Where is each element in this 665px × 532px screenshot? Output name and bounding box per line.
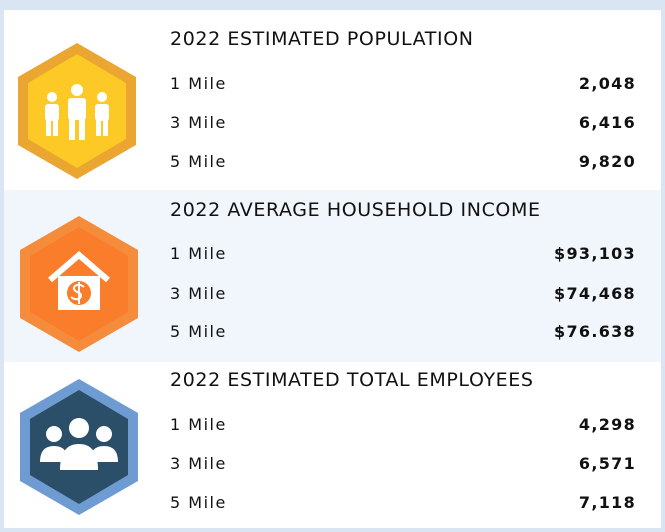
row-value: 4,298 [578, 415, 636, 434]
row-label: 3 Mile [170, 454, 227, 473]
row-label: 3 Mile [170, 284, 227, 303]
row-value: 7,118 [578, 493, 636, 512]
row-value: $76.638 [554, 322, 636, 341]
row-value: 2,048 [578, 74, 636, 93]
section-title: 2022 AVERAGE HOUSEHOLD INCOME [170, 199, 541, 221]
row-label: 1 Mile [170, 244, 227, 263]
icons [18, 43, 138, 515]
row-label: 1 Mile [170, 74, 227, 93]
row-label: 5 Mile [170, 493, 227, 512]
row-label: 1 Mile [170, 415, 227, 434]
section-title: 2022 ESTIMATED TOTAL EMPLOYEES [170, 369, 534, 391]
row-label: 3 Mile [170, 113, 227, 132]
row-value: 6,416 [578, 113, 636, 132]
row-value: 9,820 [578, 152, 636, 171]
row-value: 6,571 [578, 454, 636, 473]
population-icon [18, 43, 136, 179]
section-title: 2022 ESTIMATED POPULATION [170, 28, 474, 50]
employees-icon [20, 379, 138, 515]
row-label: 5 Mile [170, 152, 227, 171]
row-label: 5 Mile [170, 322, 227, 341]
row-value: $93,103 [554, 244, 636, 263]
infographic: 2022 ESTIMATED POPULATION 1 Mile 2,048 3 Mi… [4, 10, 661, 528]
row-value: $74,468 [554, 284, 636, 303]
income-icon [20, 216, 138, 352]
